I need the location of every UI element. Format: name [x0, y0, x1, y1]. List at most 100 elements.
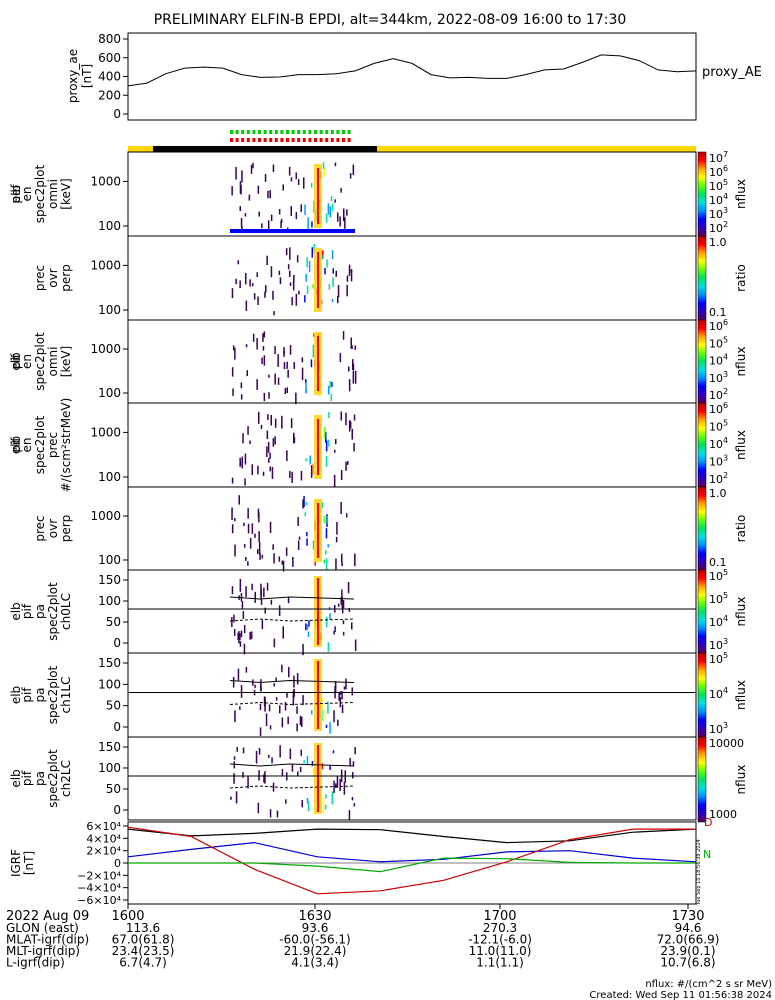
- red-marker: [336, 138, 340, 142]
- panel-ylabel: ch1LC: [59, 677, 73, 714]
- igrf-ylabel-2: [nT]: [22, 851, 36, 875]
- red-marker: [330, 138, 334, 142]
- panel-ylabel: spec2plot: [46, 749, 60, 808]
- spectrogram-pixel: [352, 164, 355, 176]
- spectrogram-pixel: [292, 693, 295, 706]
- spectrogram-pixel: [312, 284, 314, 289]
- spectrogram-pixel: [264, 698, 266, 712]
- spectrogram-pixel: [264, 291, 266, 298]
- colorbar-tick-label: 103: [709, 454, 728, 469]
- green-marker: [263, 130, 267, 134]
- spectrogram-pixel: [243, 544, 246, 548]
- spectrogram-pixel: [296, 723, 298, 732]
- panel-ylabel: elb: [9, 352, 23, 370]
- loss-cone-curve: [229, 679, 355, 683]
- spectrogram-pixel: [321, 255, 323, 260]
- panel-ytick-label: 150: [98, 656, 121, 670]
- spectrogram-pixel: [254, 684, 256, 688]
- spectrogram-pixel: [339, 691, 342, 696]
- spectrogram-pixel: [258, 542, 261, 555]
- spectrogram-pixel: [339, 353, 342, 363]
- spectrogram-pixel: [286, 387, 288, 393]
- spectrogram-pixel: [333, 780, 335, 793]
- panel-ylabel: ovr: [46, 268, 60, 287]
- spectrogram-pixel: [277, 354, 279, 367]
- proxy-ae-ylabel-1: proxy_ae: [66, 49, 80, 103]
- spectrogram-pixel: [247, 776, 249, 789]
- spectrogram-pixel: [258, 747, 261, 755]
- panel-ylabel: [keV]: [59, 178, 73, 209]
- spectrogram-pixel: [277, 377, 280, 385]
- spectrogram-pixel: [263, 392, 266, 402]
- spectrogram-pixel: [325, 432, 327, 443]
- spectrogram-pixel: [302, 499, 304, 509]
- spectrogram-pixel: [242, 611, 245, 619]
- spectrogram-pixel: [297, 771, 299, 776]
- spectrogram-pixel: [276, 810, 279, 818]
- red-marker: [269, 138, 273, 142]
- spectrogram-pixel: [268, 457, 270, 463]
- spectrogram-pixel: [285, 799, 287, 804]
- spectrogram-pixel: [257, 296, 259, 305]
- colorbar-gradient: [697, 319, 707, 404]
- proxy-ae-ylabel-2: [nT]: [80, 64, 94, 88]
- spectrogram-pixel: [289, 748, 292, 760]
- panel-ytick-label: 100: [98, 677, 121, 691]
- spectrogram-pixel: [303, 177, 305, 189]
- spectrogram-pixel: [299, 766, 302, 773]
- spectrogram-pixel: [354, 370, 357, 384]
- spectrogram-pixel: [285, 547, 288, 556]
- spectrogram-pixel: [287, 716, 289, 725]
- panel-ytick-label: 100: [98, 303, 121, 317]
- green-marker: [336, 130, 340, 134]
- spectrogram-pixel: [262, 333, 264, 342]
- spectrogram-pixel: [350, 269, 353, 282]
- spectrogram-pixel: [230, 796, 232, 800]
- panel-ytick-label: 100: [98, 219, 121, 233]
- panel-ylabel: elb: [9, 436, 23, 454]
- spectrogram-pixel: [306, 532, 308, 537]
- green-marker: [314, 130, 317, 134]
- flux-peak-center: [317, 168, 319, 224]
- spectrogram-pixel: [258, 411, 260, 424]
- time-tick-label: 1600: [111, 909, 144, 924]
- spectrogram-pixel: [272, 164, 275, 173]
- spectrogram-pixel: [280, 218, 283, 223]
- created-stamp: Created: Wed Sep 11 01:56:38 2024: [589, 990, 772, 1000]
- spectrogram-pixel: [289, 270, 291, 277]
- spectrogram-pixel: [327, 544, 329, 548]
- green-marker: [269, 130, 273, 134]
- spectrogram-pixel: [305, 623, 307, 631]
- spectrogram-pixel: [252, 162, 254, 169]
- panel-ytick-label: 50: [106, 699, 121, 713]
- spectrogram-pixel: [335, 439, 337, 445]
- spectrogram-pixel: [269, 725, 272, 730]
- time-axis-row-value: 93.6: [302, 921, 329, 935]
- spectrogram-pixel: [269, 521, 272, 533]
- spectrogram-pixel: [347, 461, 349, 465]
- spectrogram-pixel: [270, 415, 272, 426]
- spectrogram-pixel: [325, 455, 328, 467]
- spectrogram-pixel: [304, 204, 306, 215]
- green-marker: [258, 130, 261, 134]
- time-axis-row-value: 21.9(22.4): [284, 944, 347, 958]
- spectrogram-pixel: [341, 589, 343, 598]
- time-axis-row-value: 11.0(11.0): [469, 944, 532, 958]
- colorbar-tick-label: 103: [709, 721, 728, 736]
- spectrogram-pixel: [307, 631, 310, 637]
- spectrogram-pixel: [278, 605, 281, 616]
- spectrogram-pixel: [308, 261, 311, 272]
- spectrogram-pixel: [344, 770, 346, 783]
- panel-ylabel: pif: [20, 770, 34, 786]
- red-marker: [252, 138, 256, 142]
- spectrogram-pixel: [311, 221, 313, 228]
- flux-peak-center: [317, 252, 319, 308]
- spectrogram-pixel: [239, 706, 241, 710]
- colorbar-elb-pif-pa-spec2plot-ch0LC: 105 105 104 103 nflux: [697, 568, 748, 654]
- spectrogram-pixel: [240, 394, 243, 400]
- spectrogram-pixel: [338, 692, 340, 701]
- spectrogram-pixel: [332, 268, 334, 274]
- colorbar-label: nflux: [734, 765, 748, 795]
- time-axis-row-label: L-igrf(dip): [6, 956, 65, 970]
- spectrogram-pixel: [291, 471, 293, 483]
